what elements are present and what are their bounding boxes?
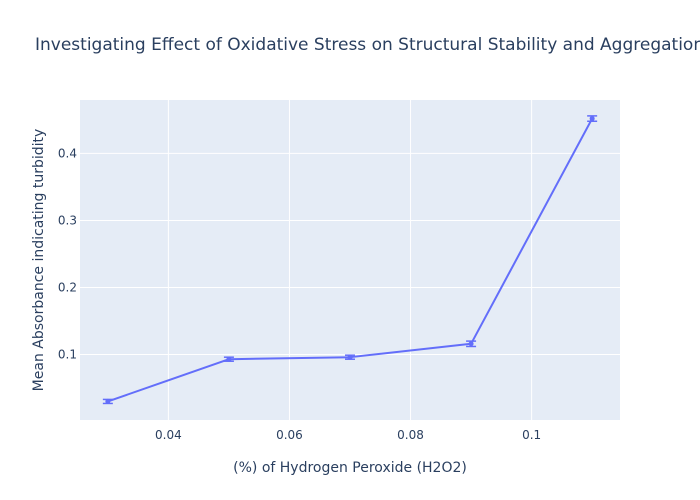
- y-tick-label: 0.1: [58, 348, 77, 362]
- data-point: [589, 116, 595, 122]
- data-point: [347, 354, 353, 360]
- plot-area-background: [80, 100, 620, 420]
- x-tick-label: 0.06: [276, 428, 303, 442]
- y-tick-label: 0.4: [58, 146, 77, 160]
- y-tick-label: 0.2: [58, 280, 77, 294]
- data-point: [105, 398, 111, 404]
- chart-title: Investigating Effect of Oxidative Stress…: [35, 35, 700, 55]
- grid-lines: [80, 100, 620, 420]
- series-layer: [102, 115, 598, 405]
- tick-labels: 0.04 0.06 0.08 0.1 0.1 0.2 0.3 0.4: [58, 146, 541, 442]
- data-point: [226, 356, 232, 362]
- x-axis-title: (%) of Hydrogen Peroxide (H2O2): [233, 460, 467, 476]
- x-tick-label: 0.08: [397, 428, 424, 442]
- y-axis-title: Mean Absorbance indicating turbidity: [31, 129, 47, 392]
- y-tick-label: 0.3: [58, 213, 77, 227]
- data-point: [468, 341, 474, 347]
- x-tick-label: 0.04: [155, 428, 182, 442]
- x-tick-label: 0.1: [522, 428, 541, 442]
